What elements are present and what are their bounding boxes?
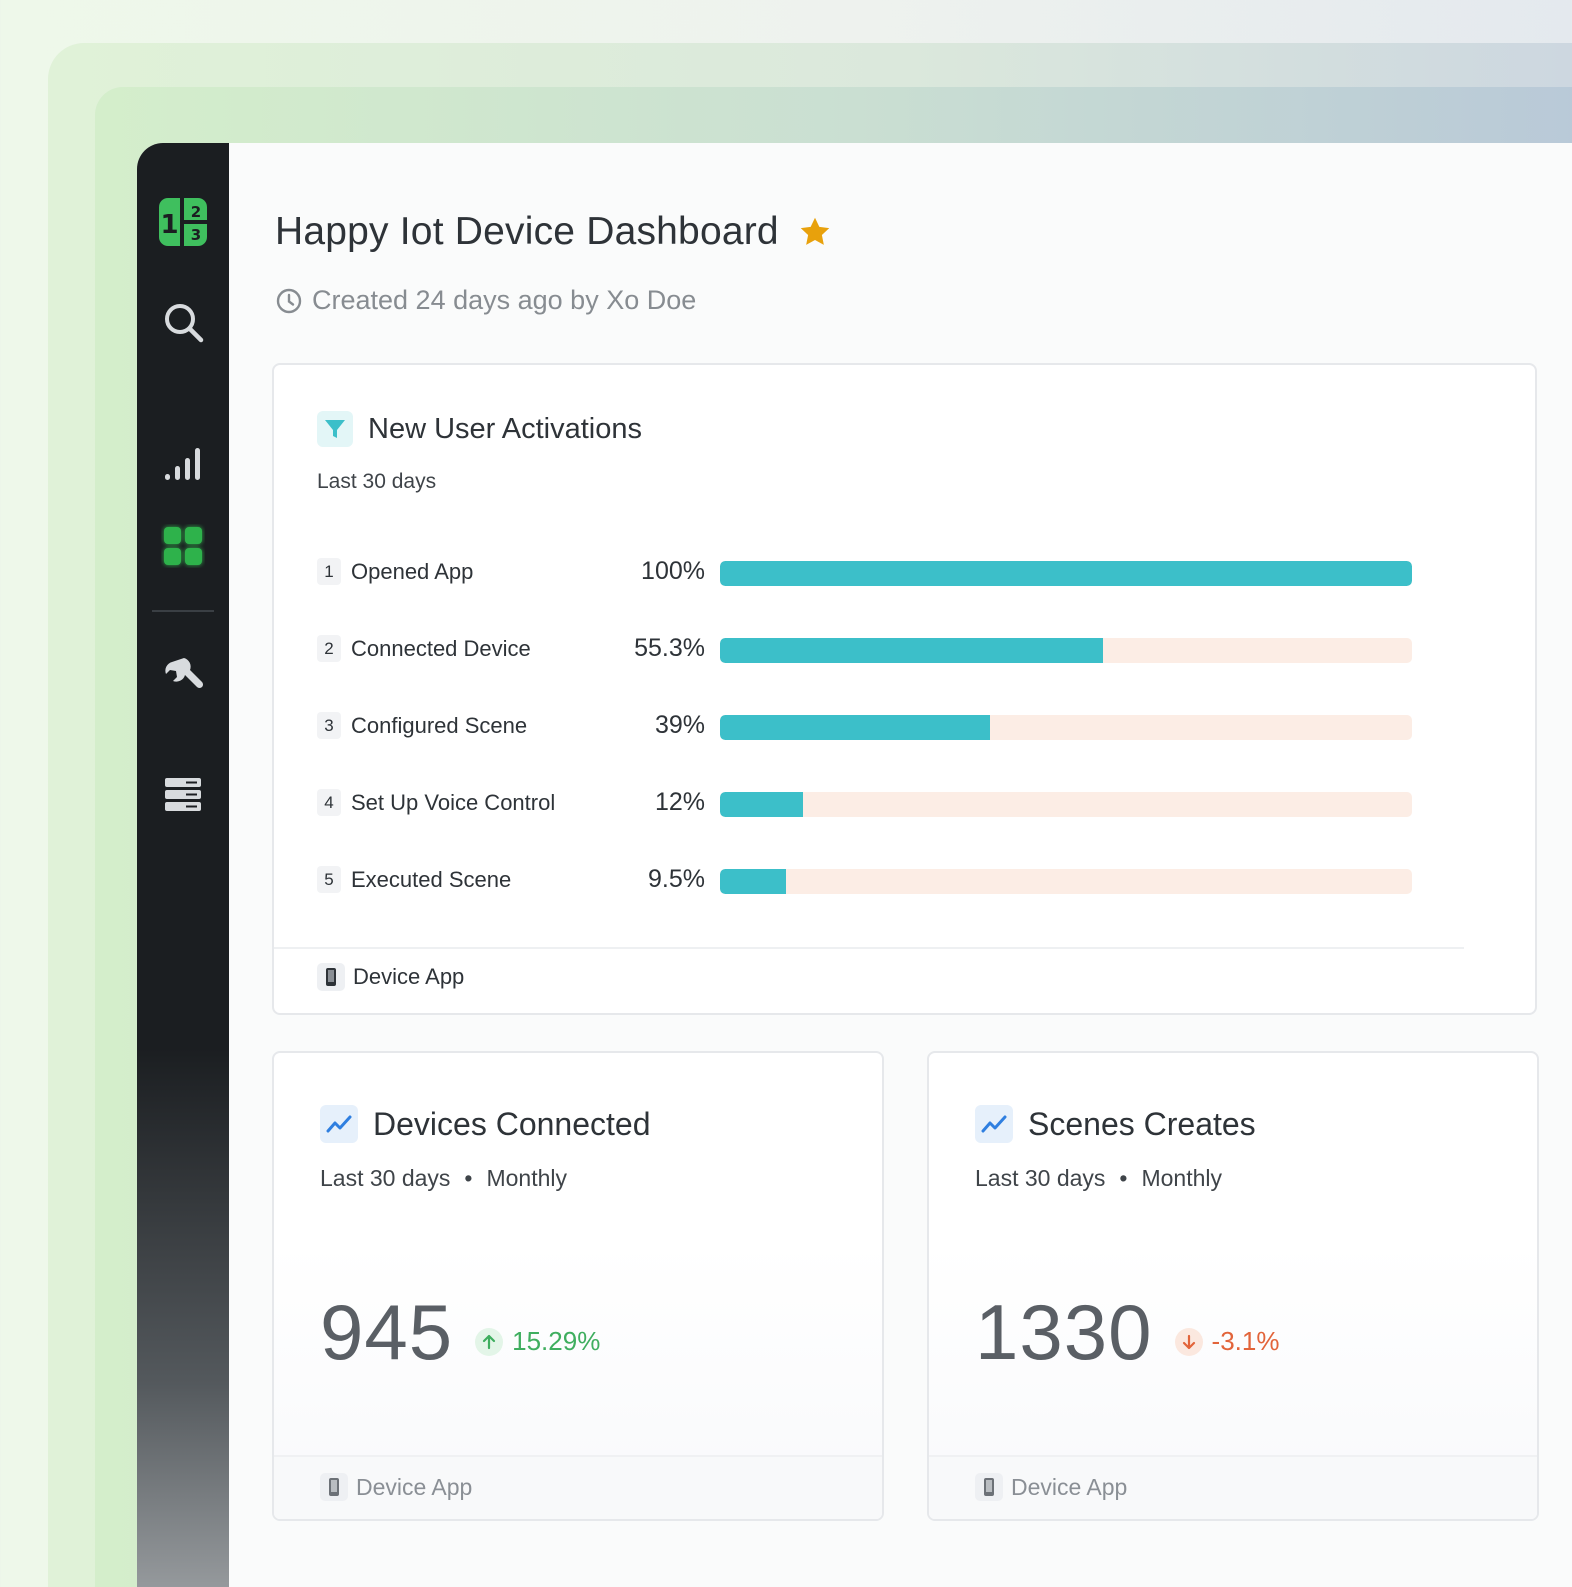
funnel-icon bbox=[317, 411, 353, 447]
metric-title: Devices Connected bbox=[373, 1105, 651, 1142]
trend-line-icon bbox=[320, 1105, 358, 1143]
step-bar-track bbox=[720, 638, 1412, 663]
funnel-step[interactable]: 1 Opened App 100% bbox=[317, 557, 1417, 589]
step-label: Configured Scene bbox=[351, 713, 528, 738]
step-label: Opened App bbox=[351, 559, 474, 584]
clock-icon bbox=[276, 288, 302, 313]
funnel-step[interactable]: 5 Executed Scene 9.5% bbox=[317, 865, 1417, 897]
main-content: Happy Iot Device Dashboard Created 24 da… bbox=[229, 143, 1572, 1587]
funnel-subtitle: Last 30 days bbox=[317, 470, 437, 493]
step-label: Connected Device bbox=[351, 636, 531, 661]
sidebar-divider bbox=[152, 610, 214, 612]
metric-interval: Monthly bbox=[1141, 1165, 1223, 1191]
step-bar-track bbox=[720, 792, 1412, 817]
created-text: Created 24 days ago by Xo Doe bbox=[312, 285, 697, 315]
step-bar-track bbox=[720, 561, 1412, 586]
step-number: 1 bbox=[317, 558, 341, 585]
step-percent: 55.3% bbox=[634, 634, 705, 662]
favorite-star-icon[interactable] bbox=[797, 214, 833, 250]
metric-card-footer bbox=[929, 1455, 1537, 1519]
separator-dot: • bbox=[1119, 1165, 1128, 1191]
metric-title: Scenes Creates bbox=[1028, 1105, 1256, 1142]
metric-value-block: 945 15.29% bbox=[320, 1287, 600, 1378]
scenes-creates-card[interactable]: Scenes Creates Last 30 days • Monthly 1330… bbox=[927, 1051, 1539, 1521]
metric-source-tag[interactable]: Device App bbox=[320, 1473, 472, 1501]
app-logo-icon[interactable]: 1 2 3 bbox=[159, 198, 207, 246]
search-icon[interactable] bbox=[159, 298, 207, 346]
arrow-down-icon bbox=[1174, 1327, 1203, 1356]
dashboard-grid-icon[interactable] bbox=[159, 522, 207, 570]
step-number: 5 bbox=[317, 866, 341, 893]
wrench-icon[interactable] bbox=[159, 655, 207, 703]
metric-period: Last 30 days bbox=[320, 1165, 451, 1191]
step-number: 3 bbox=[317, 712, 341, 739]
metric-card-header: Scenes Creates bbox=[975, 1105, 1256, 1143]
step-percent: 9.5% bbox=[648, 865, 705, 893]
step-label: Executed Scene bbox=[351, 867, 512, 892]
metric-interval: Monthly bbox=[486, 1165, 568, 1191]
metric-value: 1330 bbox=[975, 1288, 1153, 1376]
metric-subtitle: Last 30 days • Monthly bbox=[320, 1165, 567, 1192]
phone-icon bbox=[975, 1473, 1003, 1501]
app-window: 1 2 3 bbox=[137, 143, 1572, 1587]
step-bar-fill bbox=[720, 792, 804, 817]
step-bar-fill bbox=[720, 869, 786, 894]
card-divider bbox=[274, 947, 1464, 949]
step-bar-track bbox=[720, 715, 1412, 740]
funnel-step[interactable]: 2 Connected Device 55.3% bbox=[317, 634, 1417, 666]
bar-chart-icon[interactable] bbox=[159, 440, 207, 488]
metric-source-label: Device App bbox=[1011, 1473, 1128, 1500]
step-number: 2 bbox=[317, 635, 341, 662]
metric-card-footer bbox=[274, 1455, 882, 1519]
metric-delta: 15.29% bbox=[475, 1326, 600, 1357]
dashboard-title: Happy Iot Device Dashboard bbox=[275, 210, 779, 253]
step-percent: 39% bbox=[654, 711, 705, 739]
step-bar-fill bbox=[720, 638, 1103, 663]
metric-subtitle: Last 30 days • Monthly bbox=[975, 1165, 1222, 1192]
svg-text:3: 3 bbox=[191, 226, 201, 244]
metric-source-tag[interactable]: Device App bbox=[975, 1473, 1127, 1501]
funnel-title: New User Activations bbox=[368, 412, 642, 445]
devices-connected-card[interactable]: Devices Connected Last 30 days • Monthly 9… bbox=[272, 1051, 884, 1521]
funnel-step[interactable]: 3 Configured Scene 39% bbox=[317, 711, 1417, 743]
step-bar-fill bbox=[720, 715, 990, 740]
database-icon[interactable] bbox=[159, 770, 207, 818]
funnel-card[interactable]: New User Activations Last 30 days 1 Open… bbox=[272, 363, 1537, 1015]
phone-icon bbox=[317, 963, 345, 991]
metric-value-block: 1330 -3.1% bbox=[975, 1287, 1279, 1378]
metric-card-header: Devices Connected bbox=[320, 1105, 650, 1143]
page-title: Happy Iot Device Dashboard bbox=[275, 210, 833, 254]
phone-icon bbox=[320, 1473, 348, 1501]
metric-delta-value: -3.1% bbox=[1211, 1326, 1280, 1356]
step-number: 4 bbox=[317, 789, 341, 816]
trend-line-icon bbox=[975, 1105, 1013, 1143]
funnel-step[interactable]: 4 Set Up Voice Control 12% bbox=[317, 788, 1417, 820]
created-meta: Created 24 days ago by Xo Doe bbox=[275, 285, 696, 316]
step-percent: 12% bbox=[654, 788, 705, 816]
funnel-source-tag[interactable]: Device App bbox=[317, 963, 464, 991]
step-percent: 100% bbox=[641, 557, 705, 585]
metric-period: Last 30 days bbox=[975, 1165, 1106, 1191]
arrow-up-icon bbox=[475, 1327, 504, 1356]
sidebar: 1 2 3 bbox=[137, 143, 229, 1587]
separator-dot: • bbox=[464, 1165, 473, 1191]
step-bar-fill bbox=[720, 561, 1412, 586]
metric-delta-value: 15.29% bbox=[512, 1326, 601, 1356]
metric-value: 945 bbox=[320, 1288, 454, 1376]
metric-delta: -3.1% bbox=[1174, 1326, 1280, 1357]
step-bar-track bbox=[720, 869, 1412, 894]
funnel-source-label: Device App bbox=[353, 964, 465, 989]
svg-text:1: 1 bbox=[160, 210, 178, 240]
funnel-card-header: New User Activations bbox=[317, 411, 642, 447]
metric-source-label: Device App bbox=[356, 1473, 473, 1500]
svg-text:2: 2 bbox=[191, 203, 201, 221]
step-label: Set Up Voice Control bbox=[351, 790, 556, 815]
